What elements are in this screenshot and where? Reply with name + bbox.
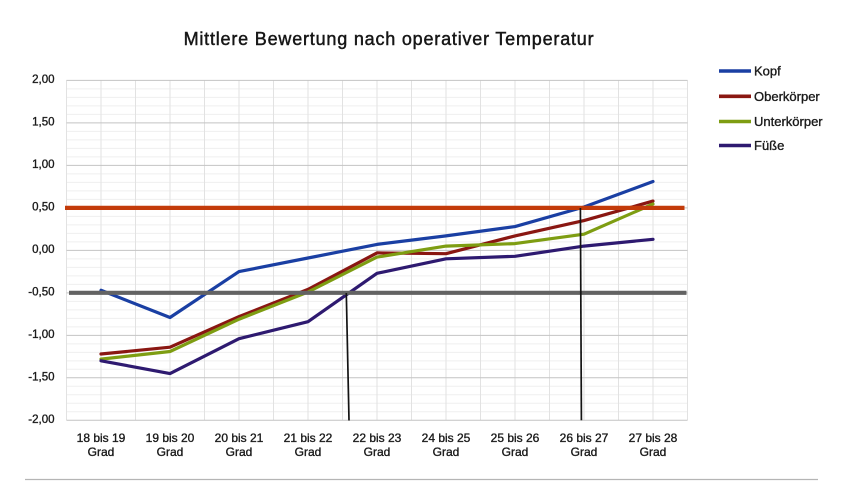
svg-text:0,00: 0,00 (32, 244, 54, 256)
svg-text:0,50: 0,50 (32, 202, 54, 214)
svg-text:19 bis 20: 19 bis 20 (146, 431, 195, 445)
svg-text:Grad: Grad (157, 445, 184, 459)
svg-text:Grad: Grad (502, 445, 529, 459)
svg-text:18 bis 19: 18 bis 19 (77, 431, 126, 445)
svg-text:26 bis 27: 26 bis 27 (560, 431, 609, 445)
svg-text:1,00: 1,00 (32, 159, 54, 171)
svg-text:22 bis 23: 22 bis 23 (353, 431, 402, 445)
svg-text:-1,00: -1,00 (28, 329, 54, 341)
svg-text:24 bis 25: 24 bis 25 (422, 431, 471, 445)
svg-text:20 bis 21: 20 bis 21 (215, 431, 264, 445)
svg-text:Grad: Grad (364, 445, 391, 459)
svg-text:21 bis 22: 21 bis 22 (284, 431, 333, 445)
svg-text:25 bis 26: 25 bis 26 (491, 431, 540, 445)
svg-text:Grad: Grad (571, 445, 598, 459)
svg-text:-1,50: -1,50 (28, 371, 54, 383)
svg-text:Grad: Grad (88, 445, 115, 459)
svg-text:Grad: Grad (226, 445, 253, 459)
svg-text:Kopf: Kopf (754, 64, 781, 79)
svg-text:-2,00: -2,00 (28, 414, 54, 426)
svg-text:Grad: Grad (640, 445, 667, 459)
svg-text:Oberkörper: Oberkörper (754, 89, 820, 104)
svg-text:-0,50: -0,50 (28, 286, 54, 298)
svg-text:Füße: Füße (754, 138, 784, 153)
svg-text:27 bis 28: 27 bis 28 (629, 431, 678, 445)
svg-text:Grad: Grad (295, 445, 322, 459)
svg-text:Grad: Grad (433, 445, 460, 459)
svg-text:1,50: 1,50 (32, 117, 54, 129)
svg-text:2,00: 2,00 (32, 74, 54, 86)
svg-text:Unterkörper: Unterkörper (754, 114, 823, 129)
svg-text:Mittlere Bewertung nach operat: Mittlere Bewertung nach operativer Tempe… (184, 29, 595, 49)
